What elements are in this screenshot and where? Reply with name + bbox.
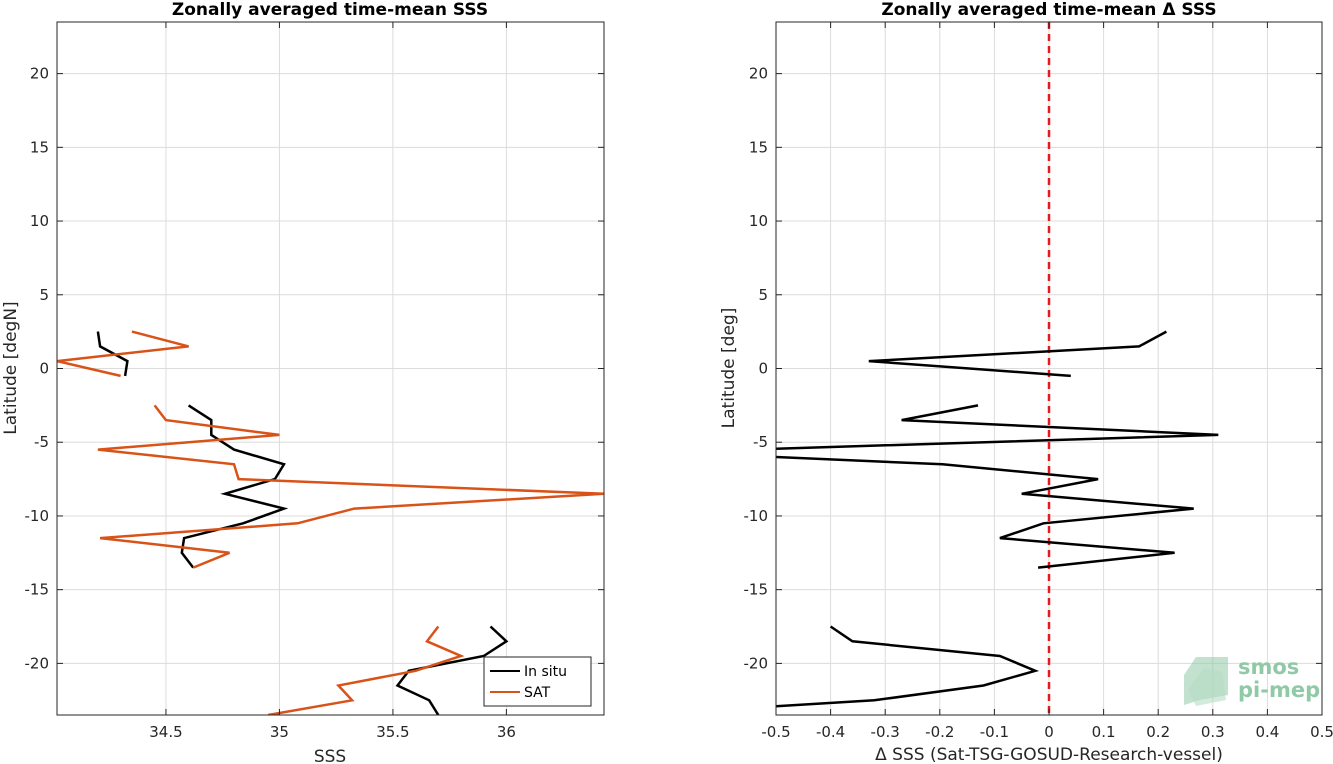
right-y-tick-label: -5 bbox=[753, 433, 768, 451]
right-x-tick-label: -0.2 bbox=[925, 723, 954, 741]
right-y-axis-label: Latitude [deg] bbox=[719, 308, 739, 429]
right-x-tick-label: 0.2 bbox=[1146, 723, 1170, 741]
right-series-line-delta-sss bbox=[776, 625, 1040, 708]
right-y-tick-label: 10 bbox=[749, 212, 768, 230]
left-ticks: 34.5 35 35.5 36 -20 -15 -10 -5 0 5 10 15 20 bbox=[25, 22, 604, 741]
right-y-tick-label: -20 bbox=[744, 654, 769, 672]
left-series-line-in-situ bbox=[395, 625, 509, 715]
left-y-tick-label: 10 bbox=[30, 212, 49, 230]
left-series-line-sat bbox=[57, 330, 189, 378]
left-y-tick-label: 15 bbox=[30, 138, 49, 156]
left-y-tick-label: -15 bbox=[25, 581, 50, 599]
left-y-tick-label: 20 bbox=[30, 65, 49, 83]
logo-text-pi-mep: pi-mep bbox=[1238, 678, 1320, 702]
left-x-tick-label: 36 bbox=[497, 723, 516, 741]
left-y-tick-label: 0 bbox=[39, 360, 49, 378]
right-x-tick-label: 0.3 bbox=[1201, 723, 1225, 741]
right-series-line-delta-sss bbox=[776, 404, 1219, 450]
left-y-tick-label: 5 bbox=[39, 286, 49, 304]
right-x-tick-label: -0.5 bbox=[761, 723, 790, 741]
right-panel: -0.5 -0.4 -0.3 -0.2 -0.1 0 0.1 0.2 0.3 0.4 0.5 -20 -… bbox=[719, 0, 1333, 764]
left-x-tick-label: 35 bbox=[270, 723, 289, 741]
right-y-tick-label: -15 bbox=[744, 581, 769, 599]
left-series bbox=[57, 330, 604, 715]
right-y-tick-label: 5 bbox=[758, 286, 768, 304]
right-x-tick-label: 0 bbox=[1044, 723, 1054, 741]
right-x-tick-label: 0.4 bbox=[1255, 723, 1279, 741]
left-x-tick-label: 34.5 bbox=[149, 723, 182, 741]
right-chart-title: Zonally averaged time-mean Δ SSS bbox=[881, 0, 1216, 20]
right-series bbox=[776, 330, 1219, 708]
legend-entry-in-situ: In situ bbox=[524, 664, 567, 680]
logo-text-smos: smos bbox=[1238, 655, 1299, 679]
left-grid bbox=[57, 22, 604, 715]
right-y-tick-label: 0 bbox=[758, 360, 768, 378]
right-x-tick-label: -0.3 bbox=[871, 723, 900, 741]
left-chart-title: Zonally averaged time-mean SSS bbox=[172, 0, 488, 20]
left-x-axis-label: SSS bbox=[314, 747, 346, 764]
right-y-tick-label: 20 bbox=[749, 65, 768, 83]
right-y-tick-label: -10 bbox=[744, 507, 769, 525]
left-y-axis-label: Latitude [degN] bbox=[1, 301, 21, 434]
legend-entry-sat: SAT bbox=[524, 685, 551, 701]
left-y-tick-label: -20 bbox=[25, 654, 50, 672]
right-x-axis-label: Δ SSS (Sat-TSG-GOSUD-Research-vessel) bbox=[875, 745, 1223, 764]
smos-pi-mep-logo: smos pi-mep bbox=[1184, 655, 1320, 706]
right-x-tick-label: -0.1 bbox=[980, 723, 1009, 741]
right-x-tick-label: -0.4 bbox=[816, 723, 845, 741]
left-y-tick-label: -5 bbox=[34, 433, 49, 451]
left-panel: 34.5 35 35.5 36 -20 -15 -10 -5 0 5 10 15 20 Zonally … bbox=[1, 0, 605, 764]
legend-box bbox=[483, 656, 592, 707]
right-x-tick-label: 0.5 bbox=[1310, 723, 1333, 741]
legend: In situ SAT bbox=[483, 656, 592, 707]
right-series-line-delta-sss bbox=[868, 330, 1167, 378]
left-series-line-in-situ bbox=[180, 404, 289, 569]
left-x-tick-label: 35.5 bbox=[376, 723, 409, 741]
left-series-line-sat bbox=[97, 404, 604, 569]
right-series-line-delta-sss bbox=[776, 455, 1194, 569]
right-y-tick-label: 15 bbox=[749, 138, 768, 156]
left-series-line-sat bbox=[267, 625, 465, 715]
right-ticks: -0.5 -0.4 -0.3 -0.2 -0.1 0 0.1 0.2 0.3 0.4 0.5 -20 -… bbox=[744, 22, 1333, 741]
logo-waves-icon-layer bbox=[1188, 668, 1226, 706]
left-y-tick-label: -10 bbox=[25, 507, 50, 525]
right-x-tick-label: 0.1 bbox=[1092, 723, 1116, 741]
